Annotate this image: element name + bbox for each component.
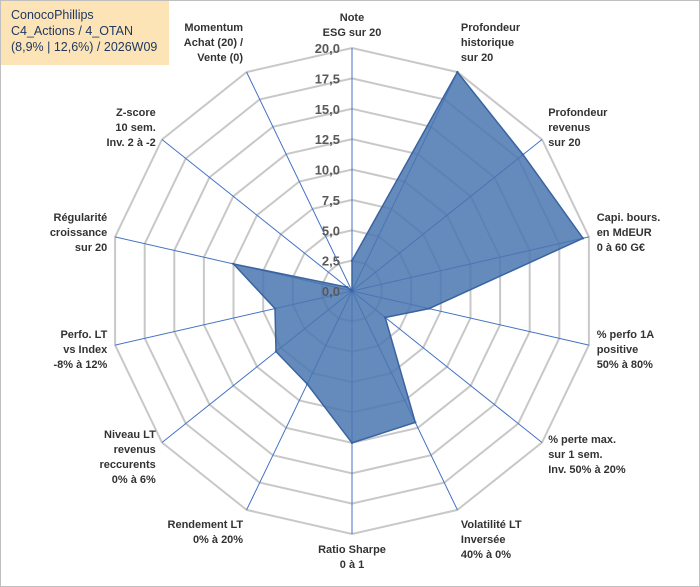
category-label-line: Note <box>340 12 364 24</box>
category-label-line: 0% à 20% <box>193 534 243 546</box>
tick-label: 5,0 <box>322 223 340 238</box>
category-label-line: Volatilité LT <box>461 519 522 531</box>
chart-title-box: ConocoPhillips C4_Actions / 4_OTAN (8,9%… <box>1 1 169 65</box>
category-label-line: 0 à 60 G€ <box>597 242 645 254</box>
data-point <box>274 350 278 353</box>
data-point <box>273 307 277 310</box>
category-labels: Note ESG sur 20 Profondeur historique sur 20… <box>50 12 660 571</box>
category-label-line: Achat (20) / <box>184 37 243 49</box>
category-label-line: Profondeur <box>548 107 608 119</box>
data-point <box>232 262 235 266</box>
category-label-line: positive <box>597 344 639 356</box>
category-label-line: Ratio Sharpe <box>318 544 386 556</box>
category-label-line: sur 1 sem. <box>548 449 602 461</box>
category-label-line: Inv. 2 à -2 <box>106 137 155 149</box>
category-label-line: Rendement LT <box>168 519 244 531</box>
category-label-line: croissance <box>50 227 107 239</box>
category-label-line: revenus <box>114 444 156 456</box>
category-label-line: ESG sur 20 <box>323 27 382 39</box>
category-label-line: 0% à 6% <box>112 474 156 486</box>
data-point <box>414 421 417 424</box>
data-point <box>427 307 431 310</box>
category-label-line: sur 20 <box>461 52 493 64</box>
category-label: Volatilité LT Inversée 40% à 0% <box>461 519 522 561</box>
category-label: Régularité croissance sur 20 <box>50 212 107 254</box>
category-label-line: % perfo 1A <box>597 329 655 341</box>
data-point <box>384 316 387 319</box>
category-label-line: 40% à 0% <box>461 549 511 561</box>
category-label-line: Inversée <box>461 534 506 546</box>
tick-label: 2,5 <box>322 254 340 269</box>
category-label-line: Régularité <box>54 212 108 224</box>
category-label: Note ESG sur 20 <box>323 12 382 39</box>
portfolio-name: C4_Actions / 4_OTAN <box>11 24 134 38</box>
tick-label: 10,0 <box>315 163 340 178</box>
category-label-line: revenus <box>548 122 590 134</box>
data-point <box>581 237 585 240</box>
category-label: % perte max. sur 1 sem. Inv. 50% à 20% <box>548 434 626 476</box>
category-label: Capi. bours. en MdEUR 0 à 60 G€ <box>597 212 661 254</box>
category-label: Rendement LT 0% à 20% <box>168 519 244 546</box>
data-point <box>456 70 459 74</box>
data-point <box>350 259 354 262</box>
category-label-line: Inv. 50% à 20% <box>548 464 626 476</box>
category-label-line: sur 20 <box>75 242 107 254</box>
data-point <box>350 441 354 445</box>
data-point <box>306 382 309 386</box>
category-label: Z-score 10 sem. Inv. 2 à -2 <box>106 107 155 149</box>
series-area <box>231 70 585 444</box>
category-label: Perfo. LT vs Index -8% à 12% <box>53 329 108 371</box>
tick-label: 7,5 <box>322 193 340 208</box>
category-label-line: reccurents <box>100 459 156 471</box>
category-label-line: historique <box>461 37 514 49</box>
category-label: % perfo 1A positive 50% à 80% <box>597 329 655 371</box>
axis-spoke <box>246 71 353 292</box>
category-label-line: Momentum <box>184 22 243 34</box>
category-label-line: Profondeur <box>461 22 521 34</box>
radial-tick-labels: 0,0 2,5 5,0 7,5 10,0 12,5 15,0 17,5 20,0 <box>315 41 340 299</box>
category-label: Momentum Achat (20) / Vente (0) <box>184 22 244 64</box>
category-label: Ratio Sharpe 0 à 1 <box>318 544 386 571</box>
category-label-line: 10 sem. <box>115 122 155 134</box>
category-label: Profondeur revenus sur 20 <box>548 107 608 149</box>
category-label-line: -8% à 12% <box>53 359 107 371</box>
category-label-line: Niveau LT <box>104 429 156 441</box>
category-label-line: Z-score <box>116 107 156 119</box>
data-point <box>350 289 354 293</box>
data-point <box>346 286 349 289</box>
radar-series <box>231 70 585 445</box>
category-label-line: % perte max. <box>548 434 616 446</box>
performance-week: (8,9% | 12,6%) / 2026W09 <box>11 40 158 54</box>
tick-label: 17,5 <box>315 71 340 86</box>
tick-label: 0,0 <box>322 284 340 299</box>
tick-label: 20,0 <box>315 41 340 56</box>
company-name: ConocoPhillips <box>11 8 94 22</box>
category-label-line: vs Index <box>63 344 108 356</box>
tick-label: 15,0 <box>315 102 340 117</box>
category-label-line: 0 à 1 <box>340 559 364 571</box>
data-point <box>521 153 525 156</box>
category-label: Niveau LT revenus reccurents 0% à 6% <box>100 429 157 486</box>
category-label-line: Vente (0) <box>197 52 243 64</box>
category-label-line: en MdEUR <box>597 227 652 239</box>
category-label-line: Capi. bours. <box>597 212 661 224</box>
category-label-line: 50% à 80% <box>597 359 653 371</box>
category-label-line: Perfo. LT <box>60 329 107 341</box>
tick-label: 12,5 <box>315 132 340 147</box>
axis-spoke <box>161 139 353 292</box>
category-label: Profondeur historique sur 20 <box>461 22 521 64</box>
category-label-line: sur 20 <box>548 137 580 149</box>
